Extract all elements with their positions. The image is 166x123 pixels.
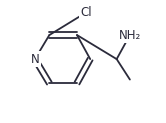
Text: Cl: Cl (81, 6, 92, 19)
Text: N: N (31, 53, 39, 66)
Text: NH₂: NH₂ (119, 29, 141, 42)
